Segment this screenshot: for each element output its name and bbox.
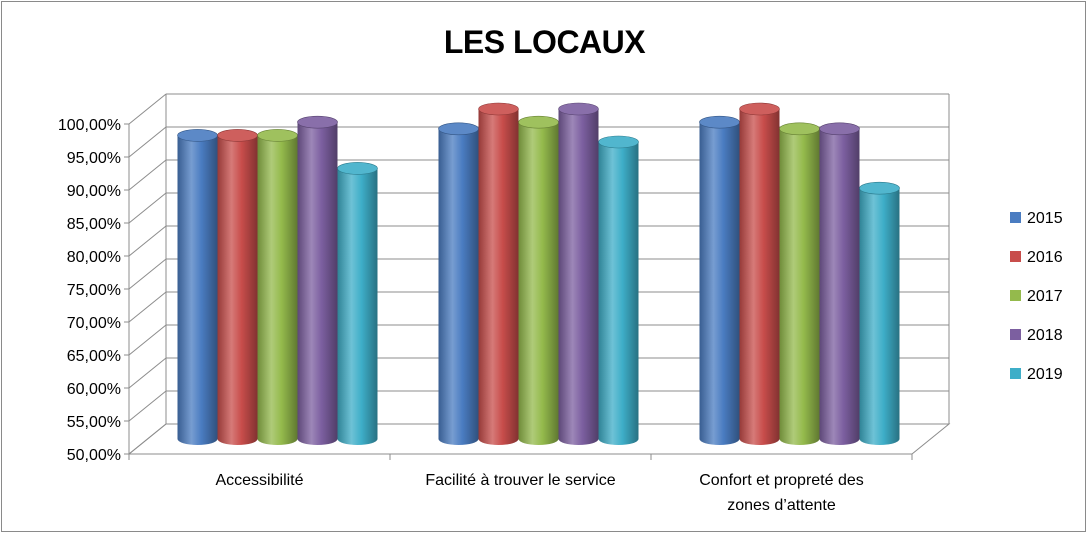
bar-top (518, 115, 559, 129)
legend-swatch-2016 (1010, 251, 1021, 262)
x-category-label: Confort et propreté des (699, 472, 864, 489)
bar-body (478, 109, 519, 445)
gridline-side (128, 324, 167, 356)
bar-2018 (297, 115, 338, 445)
bar-2015 (699, 115, 740, 445)
bar-body (297, 122, 338, 445)
bar-2015 (438, 122, 479, 446)
bar-top (177, 129, 218, 142)
gridline-side (128, 126, 167, 158)
bar-2018 (819, 122, 860, 446)
bar-body (177, 135, 218, 445)
bar-top (297, 115, 338, 129)
gridline-side (128, 258, 167, 290)
bar-2019 (859, 181, 900, 445)
bar-top (819, 122, 860, 136)
bar-top (598, 135, 639, 149)
chart-title: LES LOCAUX (443, 24, 646, 60)
bar-2017 (518, 115, 559, 445)
gridline-side (128, 390, 167, 422)
gridline-side (128, 192, 167, 224)
bar-top (337, 162, 378, 175)
bar-top (558, 102, 599, 116)
y-tick-label: 85,00% (67, 216, 121, 233)
y-tick-label: 70,00% (67, 315, 121, 332)
legend-swatch-2015 (1010, 212, 1021, 223)
x-category-label: Facilité à trouver le service (425, 472, 615, 489)
y-tick-label: 80,00% (67, 249, 121, 266)
y-tick-label: 100,00% (58, 117, 121, 134)
bar-body (739, 109, 780, 445)
bar-2019 (598, 135, 639, 445)
legend-label-2018: 2018 (1027, 327, 1063, 344)
y-tick-label: 60,00% (67, 381, 121, 398)
bar-top (859, 181, 900, 195)
gridline-side (128, 93, 167, 125)
bar-2016 (217, 129, 258, 445)
bar-top (217, 129, 258, 142)
legend-label-2016: 2016 (1027, 249, 1063, 266)
bar-body (558, 109, 599, 445)
bar-body (598, 142, 639, 445)
y-axis-ticks: 50,00% 55,00% 60,00% 65,00% 70,00% 75,00% 80,0… (58, 117, 121, 464)
bar-body (257, 135, 298, 445)
bar-body (819, 128, 860, 446)
y-tick-label: 55,00% (67, 414, 121, 431)
bar-top (739, 102, 780, 116)
bar-2018 (558, 102, 599, 445)
y-tick-label: 95,00% (67, 150, 121, 167)
bar-2016 (478, 102, 519, 445)
gridline-side (128, 159, 167, 191)
bar-body (217, 135, 258, 445)
y-tick-label: 75,00% (67, 282, 121, 299)
gridline-side (128, 291, 167, 323)
bar-body (859, 188, 900, 445)
bar-body (699, 122, 740, 445)
x-axis-labels: Accessibilité Facilité à trouver le servi… (215, 472, 863, 514)
bar-top (699, 115, 740, 129)
bar-2015 (177, 129, 218, 445)
legend-label-2017: 2017 (1027, 288, 1063, 305)
bar-2017 (779, 122, 820, 446)
bar-body (438, 128, 479, 446)
legend-swatch-2019 (1010, 368, 1021, 379)
x-category-label: zones d’attente (727, 497, 836, 514)
y-tick-label: 50,00% (67, 447, 121, 464)
gridline-side (128, 357, 167, 389)
legend-swatch-2018 (1010, 329, 1021, 340)
bar-top (257, 129, 298, 142)
bars (177, 102, 900, 446)
bar-top (478, 102, 519, 116)
bar-body (779, 128, 820, 446)
gridline-side (128, 225, 167, 257)
legend-swatch-2017 (1010, 290, 1021, 301)
x-category-label: Accessibilité (215, 472, 303, 489)
bar-body (337, 168, 378, 445)
bar-top (438, 122, 479, 136)
legend-label-2015: 2015 (1027, 210, 1063, 227)
legend: 2015 2016 2017 2018 2019 (1010, 210, 1063, 383)
y-tick-label: 90,00% (67, 183, 121, 200)
bar-top (779, 122, 820, 136)
bar-2017 (257, 129, 298, 445)
legend-label-2019: 2019 (1027, 366, 1063, 383)
bar-2019 (337, 162, 378, 445)
bar-body (518, 122, 559, 445)
bar-2016 (739, 102, 780, 445)
y-tick-label: 65,00% (67, 348, 121, 365)
